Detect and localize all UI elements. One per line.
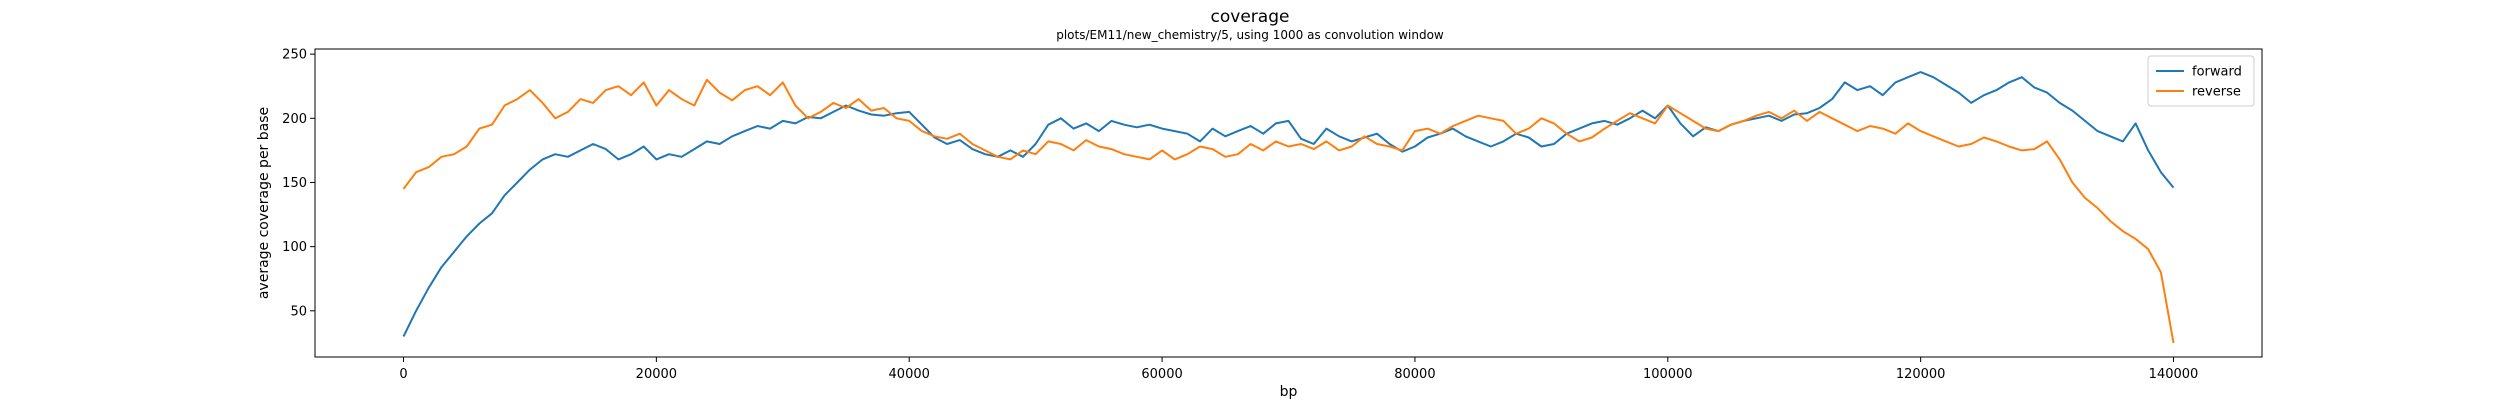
- y-axis: 50 100 150 200 250: [282, 48, 315, 319]
- chart-subtitle: plots/EM11/new_chemistry/5, using 1000 a…: [1056, 28, 1444, 42]
- x-tick-label: 120000: [1896, 367, 1946, 382]
- x-axis: 0 20000 40000 60000 80000 100000 120000 140000: [399, 357, 2198, 382]
- chart-title: coverage: [1211, 7, 1290, 27]
- y-tick-label: 200: [282, 112, 307, 127]
- x-tick-label: 80000: [1394, 367, 1435, 382]
- y-tick-label: 250: [282, 48, 307, 63]
- x-tick-label: 100000: [1643, 367, 1693, 382]
- plot-area: [314, 48, 2263, 358]
- series-line-forward: [402, 71, 2175, 337]
- x-tick-label: 40000: [889, 367, 930, 382]
- x-axis-label: bp: [1280, 384, 1298, 400]
- series-line-reverse: [402, 78, 2175, 344]
- legend-label-reverse: reverse: [2192, 85, 2241, 100]
- y-tick-label: 150: [282, 176, 307, 191]
- legend-label-forward: forward: [2192, 65, 2242, 80]
- x-tick-label: 140000: [2149, 367, 2199, 382]
- x-tick-label: 60000: [1141, 367, 1182, 382]
- y-tick-label: 50: [290, 304, 307, 319]
- x-tick-label: 20000: [636, 367, 677, 382]
- y-tick-label: 100: [282, 240, 307, 255]
- x-tick-label: 0: [399, 367, 407, 382]
- legend-box: [2147, 55, 2255, 107]
- y-axis-label: average coverage per base: [256, 107, 272, 299]
- legend: forward reverse: [2147, 55, 2255, 107]
- series-layer: [402, 71, 2175, 344]
- plot-frame: [314, 48, 2263, 358]
